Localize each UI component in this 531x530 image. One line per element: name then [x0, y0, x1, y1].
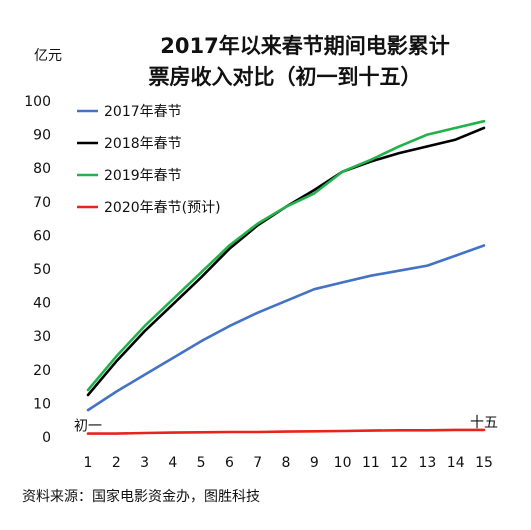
y-tick-label: 20 [33, 363, 51, 379]
x-tick-label: 14 [447, 455, 465, 471]
y-tick-label: 90 [33, 128, 51, 144]
x-axis-ticks: 1 2 3 4 5 6 7 8 9 10 11 12 13 14 15 [84, 455, 493, 471]
x-tick-label: 4 [168, 455, 177, 471]
legend: 2017年春节 2018年春节 2019年春节 2020年春节(预计) [77, 104, 221, 216]
y-tick-label: 10 [33, 396, 51, 412]
x-tick-label: 2 [112, 455, 121, 471]
series-lines [86, 119, 486, 435]
legend-label: 2020年春节(预计) [104, 200, 221, 216]
y-axis-ticks: 0 10 20 30 40 50 60 70 80 90 100 [24, 94, 51, 446]
legend-label: 2019年春节 [104, 168, 182, 184]
legend-label: 2018年春节 [104, 136, 182, 152]
source-note: 资料来源：国家电影资金办，图胜科技 [22, 488, 260, 505]
x-tick-label: 9 [310, 455, 319, 471]
annotation-label: 初一 [74, 418, 102, 435]
annotation-label: 十五 [470, 415, 498, 431]
y-tick-label: 70 [33, 195, 51, 211]
y-tick-label: 80 [33, 161, 51, 177]
y-tick-label: 40 [33, 296, 51, 312]
y-axis-unit-label: 亿元 [34, 48, 62, 64]
x-tick-label: 12 [390, 455, 408, 471]
y-tick-label: 100 [24, 94, 51, 110]
x-tick-label: 3 [140, 455, 149, 471]
x-tick-label: 1 [84, 455, 93, 471]
y-tick-label: 0 [42, 430, 51, 446]
chart-title-line-1: 2017年以来春节期间电影累计 [160, 34, 449, 58]
x-tick-label: 8 [282, 455, 291, 471]
legend-label: 2017年春节 [104, 104, 182, 120]
y-tick-label: 30 [33, 329, 51, 345]
chart-title-line-2: 票房收入对比（初一到十五） [149, 65, 422, 89]
series-line-4 [86, 428, 486, 435]
series-line-3 [86, 119, 486, 392]
x-tick-label: 13 [419, 455, 437, 471]
series-line-1 [86, 244, 486, 412]
x-tick-label: 10 [334, 455, 352, 471]
x-tick-label: 5 [197, 455, 206, 471]
y-tick-label: 50 [33, 262, 51, 278]
x-tick-label: 6 [225, 455, 234, 471]
chart-annotations: 初一 十五 [74, 415, 498, 435]
x-tick-label: 7 [253, 455, 262, 471]
x-tick-label: 11 [362, 455, 380, 471]
y-tick-label: 60 [33, 228, 51, 244]
x-tick-label: 15 [475, 455, 493, 471]
